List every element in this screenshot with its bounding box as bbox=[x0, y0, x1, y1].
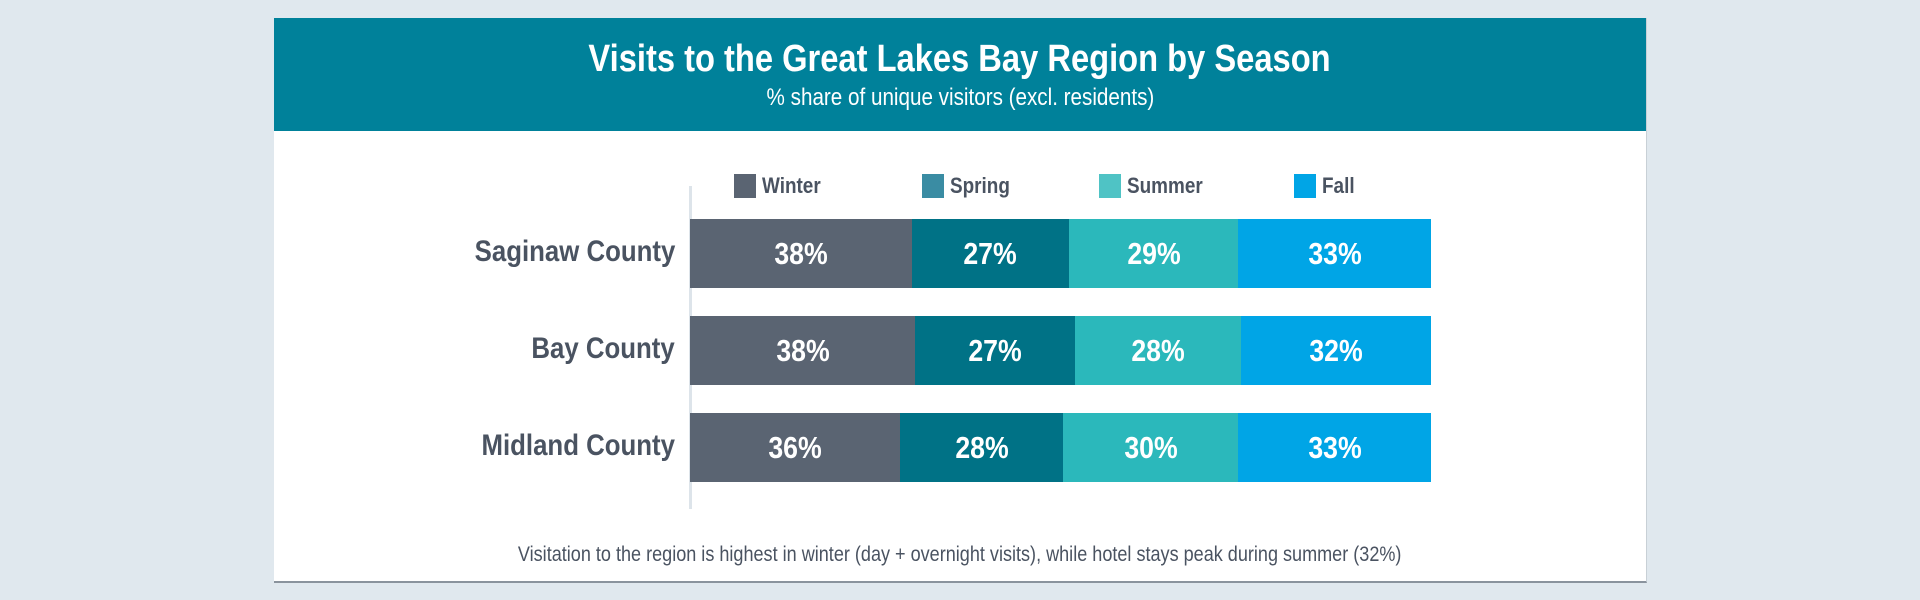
legend-item-summer: Summer bbox=[1099, 173, 1215, 198]
data-label: 38% bbox=[775, 332, 830, 368]
bar-segment-summer: 28% bbox=[1075, 316, 1242, 385]
legend-swatch bbox=[1099, 174, 1121, 198]
bar-segment-summer: 30% bbox=[1063, 413, 1239, 482]
legend-item-spring: Spring bbox=[922, 173, 1020, 198]
category-label: Bay County bbox=[531, 332, 675, 365]
data-label: 29% bbox=[1127, 235, 1181, 271]
chart-subtitle: % share of unique visitors (excl. reside… bbox=[274, 84, 1646, 112]
category-label: Saginaw County bbox=[474, 235, 675, 268]
data-label: 32% bbox=[1309, 332, 1363, 368]
data-label: 27% bbox=[968, 332, 1022, 368]
chart-title-text: Visits to the Great Lakes Bay Region by … bbox=[588, 38, 1332, 80]
legend-label: Fall bbox=[1322, 173, 1355, 198]
data-label: 38% bbox=[774, 235, 828, 271]
legend-label: Winter bbox=[762, 173, 821, 198]
category-label: Midland County bbox=[481, 429, 675, 462]
bar-segment-winter: 38% bbox=[690, 219, 912, 288]
chart-title: Visits to the Great Lakes Bay Region by … bbox=[274, 38, 1646, 81]
bar-segment-winter: 38% bbox=[690, 316, 916, 385]
legend-label: Spring bbox=[950, 173, 1010, 198]
data-label: 28% bbox=[1131, 332, 1185, 368]
legend-item-fall: Fall bbox=[1294, 173, 1360, 198]
chart-subtitle-text: % share of unique visitors (excl. reside… bbox=[766, 84, 1154, 111]
chart-footnote: Visitation to the region is highest in w… bbox=[274, 543, 1646, 567]
bar-segment-winter: 36% bbox=[690, 413, 901, 482]
legend-item-winter: Winter bbox=[734, 173, 830, 198]
legend-swatch bbox=[734, 174, 756, 198]
bar-segment-spring: 27% bbox=[911, 219, 1070, 288]
legend-swatch bbox=[922, 174, 944, 198]
bar-segment-spring: 28% bbox=[900, 413, 1064, 482]
chart-card: Visits to the Great Lakes Bay Region by … bbox=[274, 18, 1647, 583]
bar-segment-fall: 33% bbox=[1238, 413, 1431, 482]
bar-segment-fall: 33% bbox=[1238, 219, 1431, 288]
data-label: 33% bbox=[1308, 429, 1362, 465]
data-label: 27% bbox=[963, 235, 1018, 271]
data-label: 36% bbox=[768, 429, 822, 465]
data-label: 28% bbox=[955, 429, 1009, 465]
data-label: 33% bbox=[1308, 235, 1362, 271]
data-label: 30% bbox=[1124, 429, 1178, 465]
chart-header: Visits to the Great Lakes Bay Region by … bbox=[274, 18, 1646, 131]
bar-segment-fall: 32% bbox=[1241, 316, 1431, 385]
bar-segment-spring: 27% bbox=[915, 316, 1076, 385]
bar-segment-summer: 29% bbox=[1069, 219, 1239, 288]
legend-label: Summer bbox=[1127, 173, 1203, 198]
legend-swatch bbox=[1294, 174, 1316, 198]
chart-footnote-text: Visitation to the region is highest in w… bbox=[518, 543, 1402, 566]
